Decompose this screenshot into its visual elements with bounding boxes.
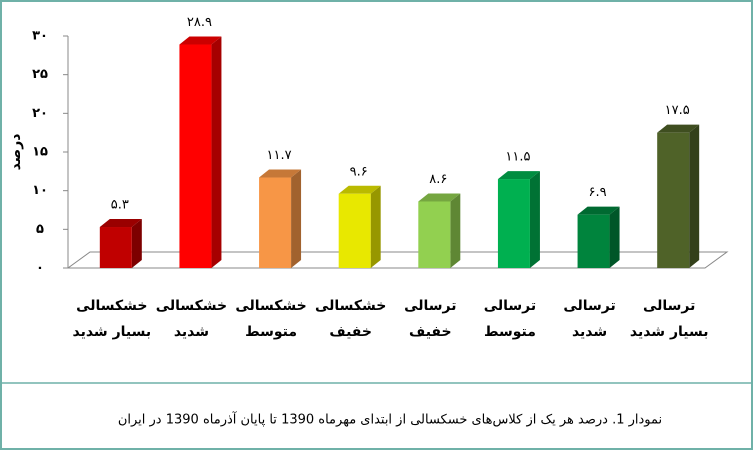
x-tick-label: ترسالی	[643, 298, 695, 314]
caption: نمودار 1. درصد هر یک از کلاس‌های خسکسالی…	[118, 411, 662, 428]
bar-side	[291, 169, 302, 268]
x-tick-label: خفیف	[409, 324, 452, 340]
bar-top	[418, 193, 461, 202]
bar-front	[418, 201, 451, 268]
y-tick-label: ۲۵	[32, 67, 48, 82]
bar-front	[259, 177, 292, 268]
value-label: ۱۱.۷	[267, 148, 292, 163]
bar-top	[259, 169, 302, 178]
bar	[418, 193, 461, 268]
bar	[497, 171, 540, 268]
bar-side	[529, 171, 540, 268]
x-tick-label: بسیار شدید	[73, 324, 152, 340]
value-label: ۲۸.۹	[187, 15, 212, 30]
bar-front	[179, 44, 212, 268]
x-tick-label: خفیف	[329, 324, 372, 340]
y-tick-label: ۱۵	[32, 145, 48, 160]
bar	[99, 219, 142, 268]
x-tick-label: متوسط	[245, 324, 297, 340]
bar-top	[338, 185, 381, 194]
bar-side	[211, 36, 222, 268]
bar-side	[370, 185, 381, 268]
bar-side	[689, 124, 700, 269]
value-label: ۵.۳	[111, 198, 129, 213]
bar-front	[338, 193, 371, 268]
y-tick-label: ۰	[36, 261, 44, 276]
y-tick-label: ۳۰	[32, 29, 48, 44]
value-label: ۹.۶	[350, 164, 368, 179]
bar-front	[99, 227, 132, 268]
bar-top	[577, 206, 620, 215]
bar-front	[497, 179, 530, 268]
bar-top	[179, 36, 222, 45]
x-tick-label: ترسالی	[484, 298, 536, 314]
bar-top	[497, 171, 540, 180]
y-axis-label: درصد	[8, 134, 24, 171]
floor	[66, 251, 729, 269]
bar-side	[131, 219, 142, 268]
y-tick-label: ۱۰	[32, 183, 48, 198]
bar	[657, 124, 700, 269]
y-tick-label: ۵	[36, 222, 44, 237]
bar-top	[99, 219, 142, 228]
x-tick-label: متوسط	[484, 324, 536, 340]
value-label: ۸.۶	[429, 172, 447, 187]
x-tick-label: شدید	[174, 324, 209, 340]
x-tick-label: بسیار شدید	[630, 324, 709, 340]
bar	[179, 36, 222, 268]
y-tick-label: ۲۰	[32, 106, 48, 121]
x-tick-label: ترسالی	[404, 298, 456, 314]
x-tick-label: شدید	[572, 324, 607, 340]
x-tick-label: خشکسالی	[76, 298, 147, 314]
bar	[338, 185, 381, 268]
value-label: ۱۱.۵	[505, 150, 530, 165]
value-label: ۶.۹	[589, 185, 607, 200]
x-tick-label: ترسالی	[563, 298, 615, 314]
bar	[577, 206, 620, 268]
x-tick-label: خشکسالی	[315, 298, 386, 314]
x-tick-label: خشکسالی	[156, 298, 227, 314]
x-tick-label: خشکسالی	[235, 298, 306, 314]
bar-front	[577, 214, 610, 268]
bar-front	[657, 132, 690, 268]
bar-side	[450, 193, 461, 268]
value-label: ۱۷.۵	[665, 103, 690, 118]
bar	[259, 169, 302, 268]
bar-top	[657, 124, 700, 133]
bar-side	[609, 206, 620, 268]
